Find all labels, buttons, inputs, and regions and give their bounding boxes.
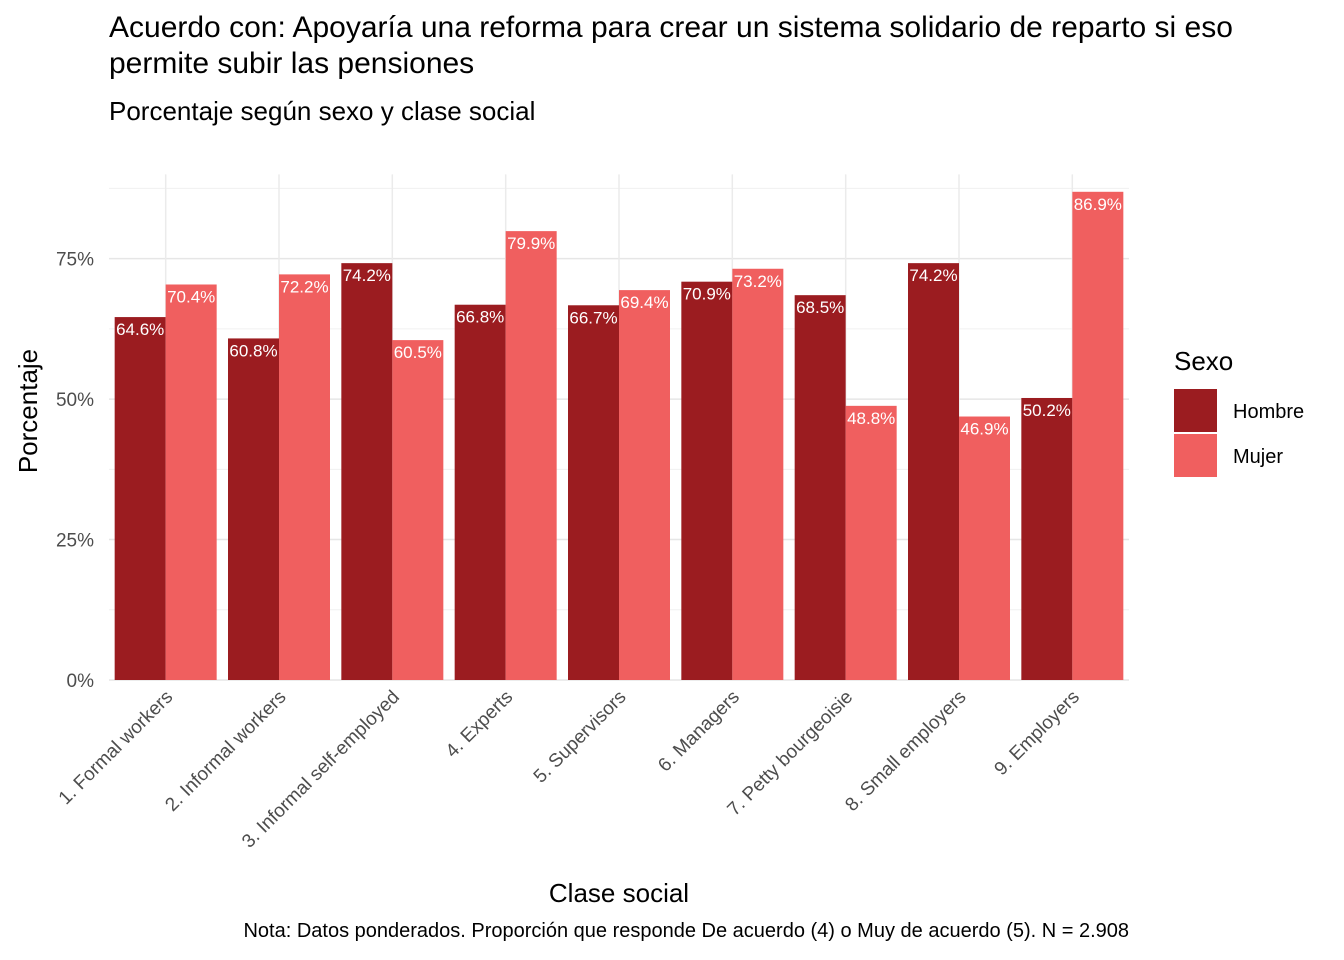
x-tick-label: 2. Informal workers — [161, 687, 290, 816]
chart-subtitle: Porcentaje según sexo y clase social — [109, 96, 536, 126]
y-tick-label: 0% — [67, 671, 95, 692]
bar-hombre-9 — [1021, 397, 1073, 680]
data-label: 70.4% — [167, 287, 215, 306]
legend-swatch-mujer — [1174, 434, 1217, 477]
legend-label-hombre: Hombre — [1233, 401, 1304, 423]
data-label: 48.8% — [847, 409, 895, 428]
data-label: 60.8% — [229, 341, 277, 360]
bar-hombre-1 — [114, 317, 166, 680]
data-label: 66.7% — [569, 308, 617, 327]
bar-mujer-9 — [1072, 191, 1124, 680]
x-axis-title: Clase social — [549, 878, 689, 908]
y-tick-label: 75% — [56, 250, 94, 271]
legend-title: Sexo — [1174, 346, 1233, 376]
data-label: 64.6% — [116, 320, 164, 339]
x-tick-label: 5. Supervisors — [530, 687, 631, 788]
bar-mujer-2 — [279, 274, 330, 680]
data-label: 70.9% — [683, 285, 731, 304]
data-label: 50.2% — [1023, 401, 1071, 420]
y-axis-title: Porcentaje — [13, 349, 43, 473]
data-label: 73.2% — [734, 272, 782, 291]
x-tick-label: 1. Formal workers — [55, 687, 177, 809]
data-label: 86.9% — [1074, 195, 1122, 214]
bar-mujer-1 — [165, 284, 217, 680]
bar-mujer-4 — [505, 231, 557, 680]
data-labels: 64.6% 60.8% 74.2% 66.8% 66.7% 70.9% 68.5% 74.2%… — [116, 195, 1122, 439]
bar-mujer-5 — [619, 290, 670, 680]
bar-hombre-2 — [228, 338, 279, 680]
data-label: 74.2% — [343, 266, 391, 285]
chart-caption: Nota: Datos ponderados. Proporción que r… — [243, 920, 1129, 942]
bar-hombre-3 — [341, 263, 393, 680]
bar-mujer-6 — [732, 268, 784, 680]
bars — [114, 191, 1124, 680]
data-label: 72.2% — [280, 277, 328, 296]
x-tick-label: 9. Employers — [991, 687, 1084, 780]
bar-mujer-7 — [845, 405, 897, 680]
data-label: 79.9% — [507, 234, 555, 253]
y-tick-label: 50% — [56, 390, 94, 411]
data-label: 46.9% — [960, 420, 1008, 439]
bar-mujer-8 — [959, 416, 1010, 680]
data-label: 66.8% — [456, 308, 504, 327]
bar-hombre-6 — [681, 281, 733, 680]
x-tick-label: 8. Small employers — [841, 687, 970, 816]
data-label: 68.5% — [796, 298, 844, 317]
bar-hombre-5 — [568, 305, 619, 680]
y-tick-label: 25% — [56, 531, 94, 552]
bar-mujer-3 — [392, 340, 444, 680]
y-axis-ticks: 0% 25% 50% 75% — [56, 250, 94, 692]
legend: Sexo Hombre Mujer — [1174, 346, 1304, 477]
bar-hombre-8 — [908, 263, 959, 680]
bar-hombre-7 — [794, 295, 846, 680]
data-label: 60.5% — [394, 343, 442, 362]
data-label: 69.4% — [620, 293, 668, 312]
bar-hombre-4 — [454, 304, 506, 680]
x-tick-label: 7. Petty bourgeoisie — [724, 687, 858, 821]
chart-title: Acuerdo con: Apoyaría una reforma para c… — [109, 11, 1233, 80]
data-label: 74.2% — [909, 266, 957, 285]
legend-swatch-hombre — [1174, 389, 1217, 432]
x-tick-label: 6. Managers — [654, 687, 744, 777]
x-tick-label: 4. Experts — [442, 687, 517, 762]
legend-label-mujer: Mujer — [1233, 446, 1283, 468]
